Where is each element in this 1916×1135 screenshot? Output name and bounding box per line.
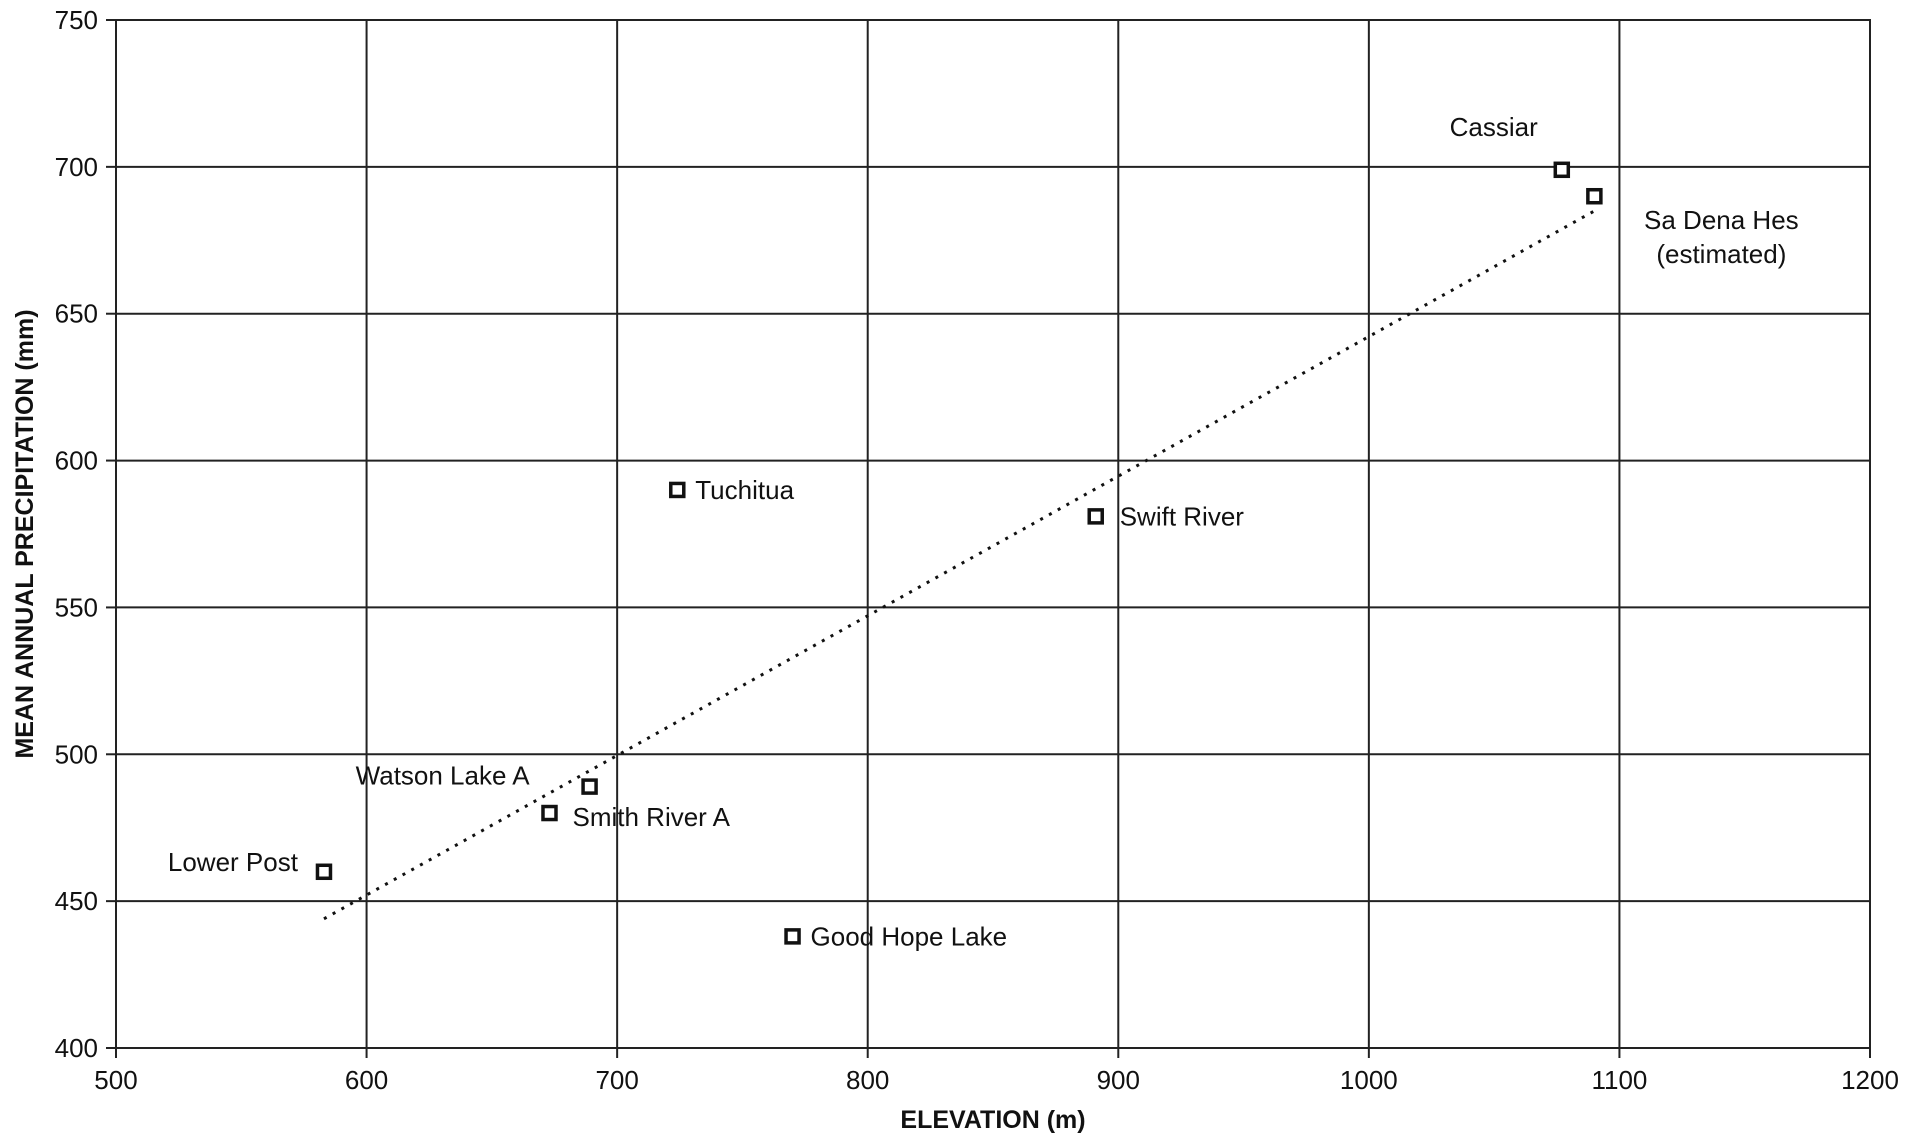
- x-tick-label-4: 900: [1097, 1065, 1140, 1095]
- y-tick-label-0: 400: [55, 1033, 98, 1063]
- grid: [106, 19, 1871, 1058]
- data-point-5: [541, 804, 558, 822]
- point-label-0: Cassiar: [1450, 112, 1538, 142]
- trendline: [323, 209, 1596, 921]
- data-point-4: [581, 778, 598, 795]
- y-tick-label-3: 550: [55, 592, 98, 622]
- point-label-7: Good Hope Lake: [811, 921, 1008, 951]
- y-tick-label-5: 650: [55, 299, 98, 329]
- data-point-6: [315, 863, 333, 881]
- data-points: [315, 161, 1603, 945]
- y-tick-label-2: 500: [55, 739, 98, 769]
- y-axis-title: MEAN ANNUAL PRECIPITATION (mm): [11, 309, 39, 758]
- data-point-2: [669, 481, 686, 499]
- point-labels: Cassiar Sa Dena Hes (estimated) Tuchitua Swi…: [168, 112, 1799, 952]
- point-label-1: Sa Dena Hes (estimated): [1644, 205, 1799, 269]
- x-tick-label-1: 600: [345, 1065, 388, 1095]
- trendline-layer: [323, 209, 1596, 921]
- x-tick-label-6: 1100: [1591, 1065, 1647, 1095]
- data-point-0: [1553, 161, 1571, 179]
- data-point-7: [784, 928, 801, 945]
- y-tick-label-1: 450: [55, 886, 98, 916]
- plot-frame: [115, 19, 1871, 1049]
- x-tick-label-3: 800: [846, 1065, 889, 1095]
- y-tick-label-6: 700: [55, 152, 98, 182]
- point-label-4: Watson Lake A: [356, 761, 531, 791]
- point-label-6: Lower Post: [168, 847, 299, 877]
- point-label-5: Smith River A: [572, 802, 730, 832]
- x-tick-labels: 500 600 700 800 900 1000 1100 1200: [94, 1065, 1899, 1095]
- x-tick-label-2: 700: [595, 1065, 638, 1095]
- x-tick-label-5: 1000: [1340, 1065, 1398, 1095]
- y-tick-labels: 400 450 500 550 600 650 700 750: [55, 5, 98, 1063]
- data-point-3: [1087, 508, 1104, 525]
- x-tick-label-0: 500: [94, 1065, 137, 1095]
- y-tick-label-7: 750: [55, 5, 98, 35]
- point-label-2: Tuchitua: [695, 475, 794, 505]
- x-axis-title: ELEVATION (m): [900, 1106, 1085, 1134]
- x-tick-label-7: 1200: [1841, 1065, 1899, 1095]
- y-tick-label-4: 600: [55, 446, 98, 476]
- point-label-3: Swift River: [1120, 501, 1245, 531]
- data-point-1: [1586, 187, 1603, 205]
